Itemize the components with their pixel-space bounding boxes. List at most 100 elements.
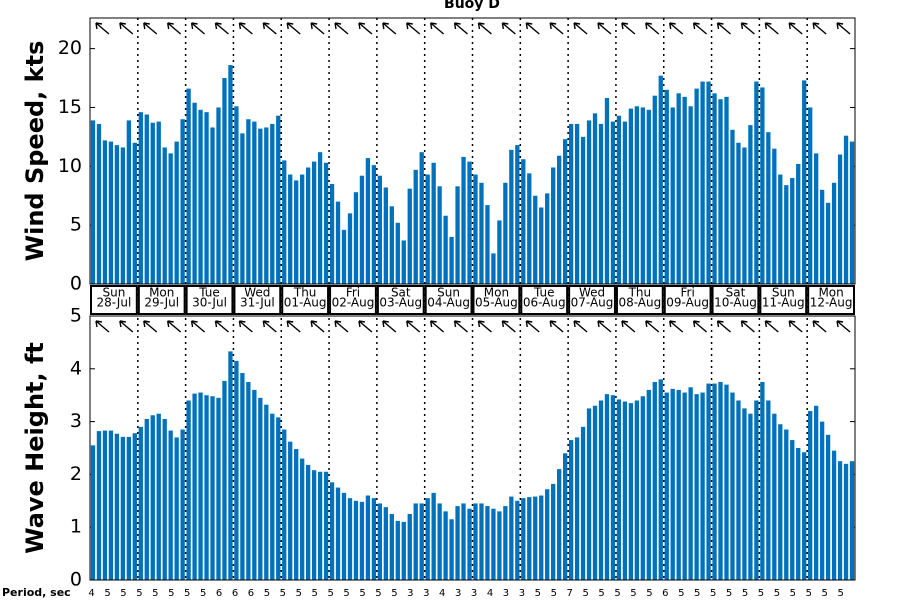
bar (503, 506, 508, 580)
direction-arrow (286, 320, 301, 333)
period-value: 5 (359, 588, 365, 599)
bar (329, 482, 335, 580)
y-axis-label: Wave Height, ft (21, 342, 49, 554)
direction-arrow (549, 320, 564, 333)
period-value: 5 (646, 588, 652, 599)
bar (604, 98, 610, 284)
period-value: 3 (423, 588, 429, 599)
bar (586, 120, 592, 285)
direction-arrow (143, 22, 158, 35)
bar (449, 236, 454, 284)
bar (831, 450, 837, 580)
y-tick-label: 15 (58, 96, 82, 118)
period-value: 5 (710, 588, 716, 599)
bar (485, 506, 490, 580)
bar (545, 489, 550, 580)
bar (503, 182, 508, 284)
bar (849, 461, 855, 580)
day-box (424, 285, 473, 315)
day-box (663, 285, 712, 315)
bar (222, 78, 227, 284)
bar (592, 113, 598, 285)
direction-arrow (262, 22, 277, 35)
bar (341, 229, 347, 284)
bar (694, 88, 699, 284)
bar (168, 153, 173, 284)
bar (311, 161, 317, 284)
bar (634, 106, 640, 284)
bar (598, 400, 604, 580)
bar (90, 120, 96, 285)
bar (592, 405, 598, 580)
bar (180, 119, 185, 284)
axes-box (89, 315, 856, 581)
bar (371, 165, 377, 284)
bar (132, 433, 137, 580)
period-value: 5 (535, 588, 541, 599)
bar (120, 147, 126, 284)
day-name: Fri (346, 286, 360, 300)
bar (778, 424, 783, 580)
bar (819, 189, 825, 284)
bar (102, 430, 108, 580)
bar (646, 109, 651, 284)
bar (700, 392, 705, 580)
bar (359, 501, 365, 580)
day-box (329, 285, 377, 315)
period-value: 5 (822, 588, 828, 599)
direction-arrow (453, 22, 468, 35)
day-box (137, 285, 186, 315)
bar (760, 382, 765, 580)
bar (760, 87, 765, 284)
direction-arrow (669, 22, 684, 35)
bar (395, 520, 400, 580)
bar (174, 141, 179, 284)
period-value: 5 (551, 588, 557, 599)
day-name: Wed (579, 286, 605, 300)
bar (431, 162, 436, 284)
direction-arrow (764, 22, 779, 35)
bar (114, 145, 120, 284)
bar (377, 503, 383, 580)
period-label: Period, sec (2, 586, 71, 599)
period-value: 3 (407, 588, 413, 599)
direction-arrow (95, 22, 110, 35)
bar (676, 389, 681, 580)
direction-arrow (621, 22, 636, 35)
bar (371, 498, 377, 580)
y-tick-label: 0 (70, 273, 82, 295)
bar (156, 413, 161, 580)
day-box (615, 285, 664, 315)
bar (646, 389, 651, 580)
day-date: 11-Aug (762, 296, 805, 310)
direction-arrow (812, 320, 827, 333)
direction-arrow (692, 22, 708, 35)
day-name: Sun (437, 286, 460, 300)
bar (120, 436, 126, 580)
period-value: 4 (88, 588, 94, 599)
bar (527, 173, 532, 284)
bar (479, 182, 484, 284)
bar (574, 123, 580, 285)
day-box (711, 285, 760, 315)
bar (837, 154, 843, 284)
direction-arrow (716, 22, 731, 35)
y-tick-label: 0 (70, 569, 82, 591)
bar (126, 436, 131, 580)
bar (724, 96, 729, 285)
direction-arrow (406, 320, 421, 333)
period-value: 6 (662, 588, 668, 599)
bar (138, 112, 143, 284)
direction-arrow (214, 22, 229, 35)
bar (772, 413, 777, 580)
period-value: 5 (312, 588, 318, 599)
day-date: 02-Aug (332, 296, 375, 310)
bar (270, 413, 275, 580)
bar (819, 421, 825, 580)
bar (730, 129, 735, 284)
bar (539, 207, 544, 284)
bar (491, 253, 496, 284)
period-value: 5 (152, 588, 158, 599)
bar (712, 93, 717, 285)
bar (533, 496, 538, 580)
